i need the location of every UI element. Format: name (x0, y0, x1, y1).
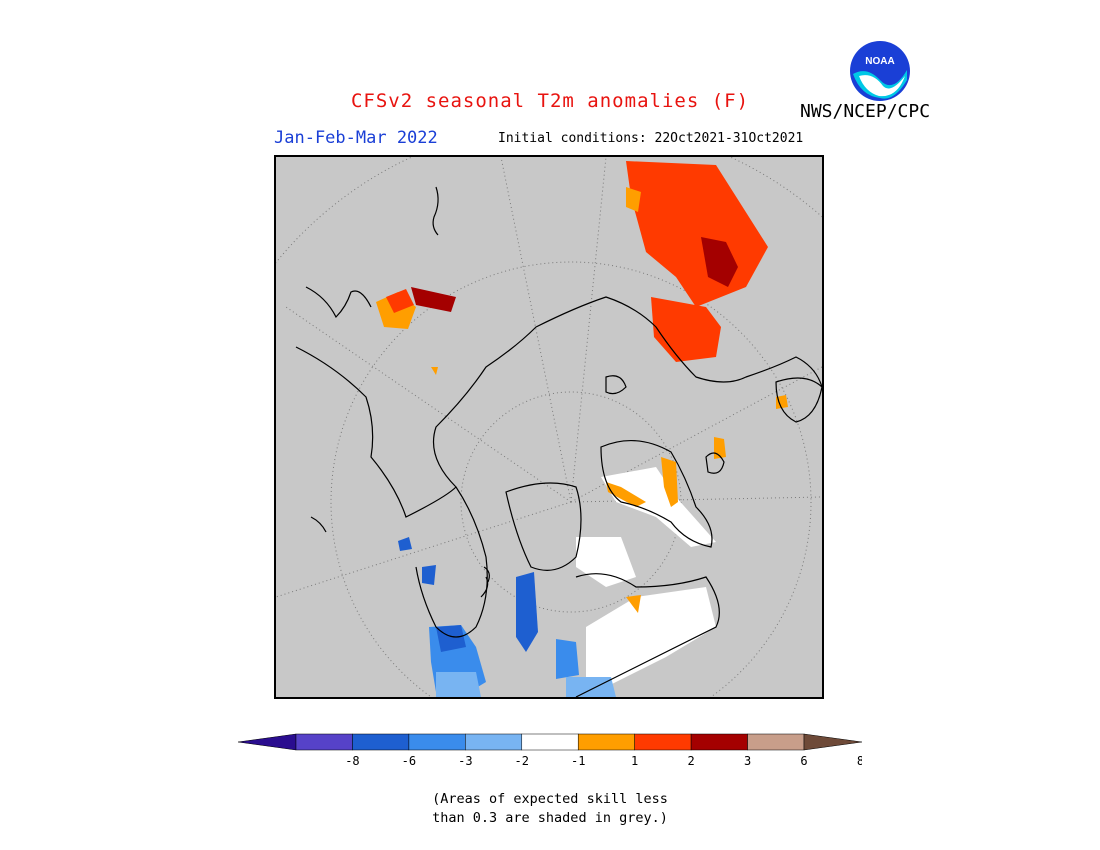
anomaly-region-central-us (556, 639, 579, 679)
meridian-line (570, 496, 822, 503)
colorbar-swatch (465, 733, 523, 751)
skill-note: (Areas of expected skill less than 0.3 a… (0, 790, 1100, 828)
anomaly-region-asia-dark (701, 237, 738, 287)
colorbar-tick-label: -2 (515, 754, 529, 768)
initial-conditions-label: Initial conditions: 22Oct2021-31Oct2021 (498, 131, 804, 146)
noaa-logo: NOAA (850, 41, 910, 101)
coastline-small (480, 576, 489, 598)
anomaly-region-canada-east (576, 537, 636, 587)
anomaly-region-siberia (651, 297, 721, 362)
anomaly-region-small (398, 537, 412, 551)
coastline-small (310, 516, 327, 533)
colorbar-swatch (577, 733, 635, 751)
map-frame (274, 155, 824, 699)
colorbar: -8 -6 -3 -2 -1 1 2 3 6 8 (238, 733, 862, 768)
colorbar-swatch (352, 733, 410, 751)
colorbar-tick-label: 8 (857, 754, 862, 768)
colorbar-tick-label: -3 (458, 754, 472, 768)
anomaly-region-greenland-edge (661, 457, 678, 507)
colorbar-swatch (408, 733, 466, 751)
coastline-small (483, 566, 490, 583)
season-label: Jan-Feb-Mar 2022 (274, 128, 438, 148)
anomaly-shading (376, 161, 788, 697)
coastline-eurasia (295, 296, 822, 518)
latitude-circle (330, 261, 812, 697)
colorbar-tick-label: 3 (744, 754, 751, 768)
coastline-hudson (575, 573, 720, 697)
graticule (276, 157, 822, 697)
coastline-britain (775, 377, 822, 423)
coastline-alaska (415, 486, 488, 638)
anomaly-region-western-us-light (436, 672, 481, 697)
anomaly-region-greenland (601, 467, 716, 547)
skill-note-line1: (Areas of expected skill less (432, 791, 668, 807)
anomaly-region-western-us-dark (436, 625, 466, 652)
anomaly-region-small (626, 595, 641, 613)
colorbar-swatch (634, 733, 692, 751)
noaa-logo-text: NOAA (865, 56, 894, 67)
anomaly-region-canada-southeast (586, 587, 716, 697)
agency-label: NWS/NCEP/CPC (800, 101, 931, 122)
coastline-scandinavia (305, 286, 372, 319)
colorbar-tick-label: 6 (800, 754, 807, 768)
anomaly-region-greenland-edge (606, 482, 646, 507)
colorbar-arrow-low (238, 733, 297, 751)
colorbar-swatch (690, 733, 748, 751)
anomaly-region-small (776, 395, 788, 409)
coastlines (295, 186, 822, 697)
latitude-circle (460, 391, 682, 613)
anomaly-region-small (431, 367, 438, 375)
polar-map (276, 157, 822, 697)
coastline-svalbard (605, 375, 627, 395)
colorbar-tick-label: -1 (571, 754, 585, 768)
anomaly-region-asia (626, 161, 768, 307)
meridian-line (570, 157, 607, 503)
anomaly-region-europe (386, 289, 414, 313)
colorbar-tick-label: 2 (687, 754, 694, 768)
chart-title: CFSv2 seasonal T2m anomalies (F) (350, 90, 750, 112)
colorbar-swatch (295, 733, 353, 751)
coastline-greenland (600, 439, 713, 548)
meridian-line (285, 306, 572, 503)
anomaly-region-asia-edge (626, 187, 641, 212)
colorbar-tick-label: -8 (345, 754, 359, 768)
anomaly-region-europe-dark (411, 287, 456, 312)
colorbar-tick-label: 1 (631, 754, 638, 768)
colorbar-tick-label: -6 (402, 754, 416, 768)
coastline-arctic-archipelago (505, 482, 582, 571)
colorbar-tick-labels: -8 -6 -3 -2 -1 1 2 3 6 8 (345, 754, 862, 768)
anomaly-region-central-canada (516, 572, 538, 652)
colorbar-swatch (521, 733, 579, 751)
meridian-line (500, 157, 572, 503)
colorbar-swatch (747, 733, 805, 751)
coastline-island (432, 186, 439, 236)
colorbar-swatches (238, 733, 862, 751)
skill-note-line2: than 0.3 are shaded in grey.) (432, 810, 668, 826)
anomaly-region-small (422, 565, 436, 585)
anomaly-region-central-us-light (566, 677, 616, 697)
noaa-logo-gull (859, 75, 905, 97)
coastline-iceland (705, 452, 725, 474)
colorbar-arrow-high (803, 733, 862, 751)
